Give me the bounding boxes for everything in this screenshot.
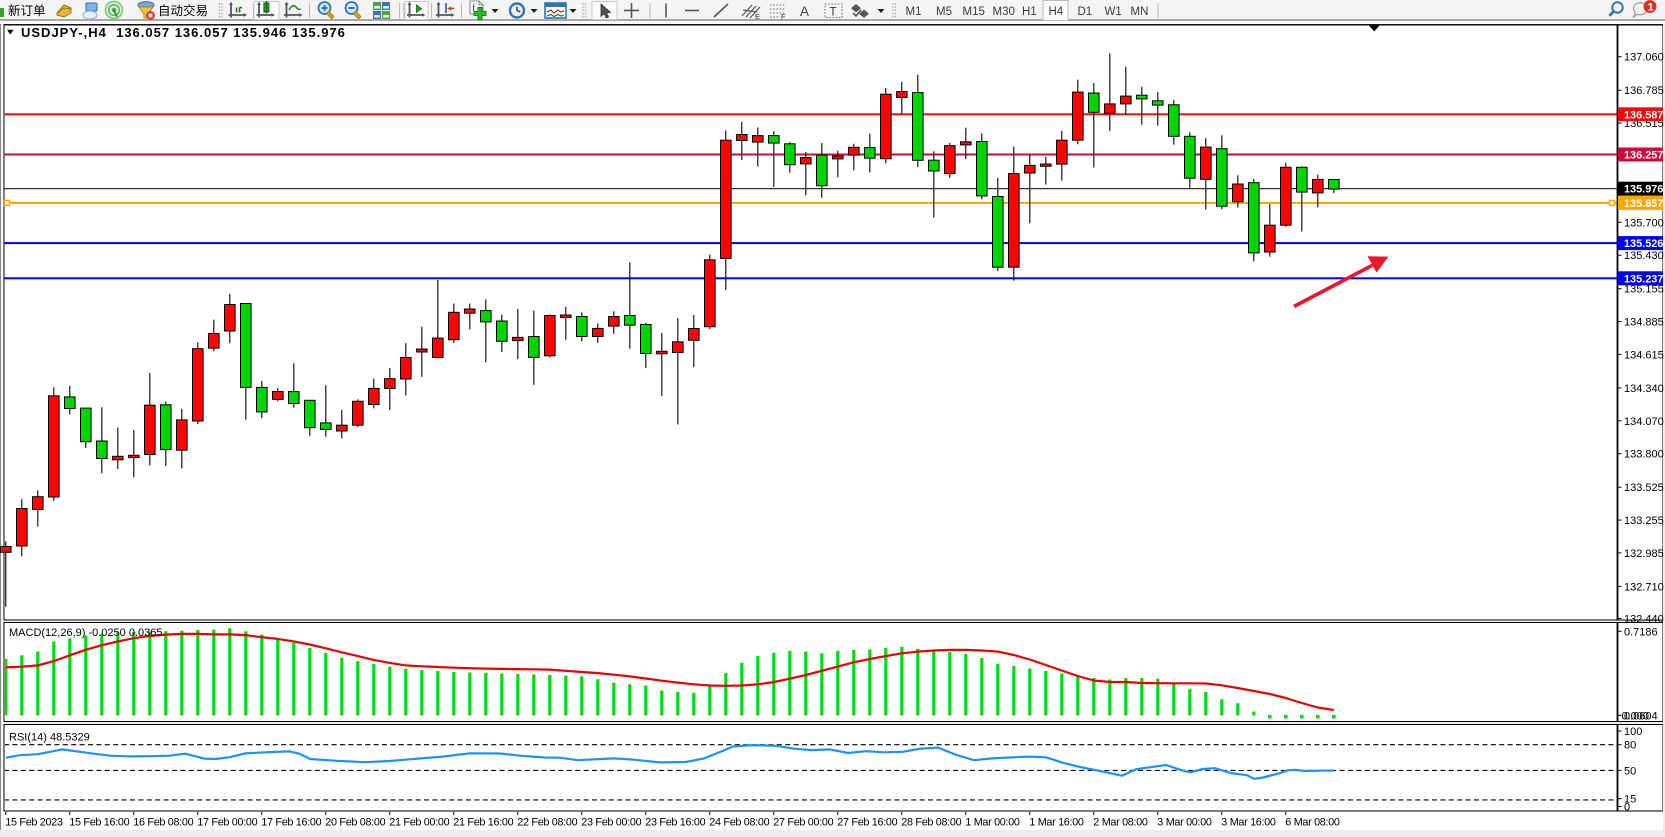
svg-text:134.885: 134.885 (1624, 317, 1664, 329)
svg-text:f: f (472, 3, 476, 14)
svg-text:21 Feb 00:00: 21 Feb 00:00 (389, 817, 449, 829)
svg-text:RSI(14) 48.5329: RSI(14) 48.5329 (9, 732, 90, 744)
svg-text:24 Feb 08:00: 24 Feb 08:00 (709, 817, 769, 829)
svg-text:135.237: 135.237 (1624, 273, 1663, 285)
svg-text:80: 80 (1624, 740, 1636, 752)
svg-text:0: 0 (1624, 802, 1630, 814)
svg-text:M5: M5 (936, 6, 952, 18)
svg-text:15 Feb 2023: 15 Feb 2023 (5, 817, 63, 829)
svg-text:MACD(12,26,9) -0.0250 0.0365: MACD(12,26,9) -0.0250 0.0365 (9, 627, 162, 639)
svg-text:132.985: 132.985 (1624, 548, 1664, 560)
svg-text:20 Feb 08:00: 20 Feb 08:00 (325, 817, 385, 829)
svg-text:23 Feb 00:00: 23 Feb 00:00 (581, 817, 641, 829)
svg-text:1 Mar 00:00: 1 Mar 00:00 (965, 817, 1020, 829)
svg-text:1 Mar 16:00: 1 Mar 16:00 (1029, 817, 1084, 829)
svg-text:MN: MN (1131, 6, 1149, 18)
svg-text:136.587: 136.587 (1624, 109, 1663, 121)
svg-text:27 Feb 16:00: 27 Feb 16:00 (837, 817, 897, 829)
svg-text:133.800: 133.800 (1624, 449, 1664, 461)
svg-text:133.525: 133.525 (1624, 482, 1664, 494)
svg-text:137.060: 137.060 (1624, 52, 1664, 64)
svg-text:50: 50 (1624, 765, 1636, 777)
svg-text:T: T (830, 6, 837, 18)
svg-text:100: 100 (1624, 726, 1642, 738)
svg-text:133.255: 133.255 (1624, 515, 1664, 527)
svg-text:D1: D1 (1078, 6, 1093, 18)
svg-text:135.430: 135.430 (1624, 250, 1664, 262)
svg-text:136.257: 136.257 (1624, 150, 1663, 162)
svg-text:135.155: 135.155 (1624, 284, 1664, 296)
svg-text:F: F (781, 12, 786, 21)
svg-text:17 Feb 00:00: 17 Feb 00:00 (197, 817, 257, 829)
svg-text:2 Mar 08:00: 2 Mar 08:00 (1093, 817, 1148, 829)
svg-text:132.710: 132.710 (1624, 581, 1664, 593)
svg-text:M30: M30 (993, 6, 1015, 18)
svg-text:136.785: 136.785 (1624, 85, 1664, 97)
svg-text:0.0604: 0.0604 (1624, 710, 1658, 722)
svg-text:17 Feb 16:00: 17 Feb 16:00 (261, 817, 321, 829)
svg-text:W1: W1 (1105, 6, 1122, 18)
svg-text:135.976: 135.976 (1624, 184, 1663, 196)
svg-text:3 Mar 16:00: 3 Mar 16:00 (1221, 817, 1276, 829)
svg-text:H4: H4 (1049, 6, 1064, 18)
svg-text:27 Feb 00:00: 27 Feb 00:00 (773, 817, 833, 829)
svg-text:3 Mar 00:00: 3 Mar 00:00 (1157, 817, 1212, 829)
svg-text:M15: M15 (963, 6, 985, 18)
svg-text:28 Feb 08:00: 28 Feb 08:00 (901, 817, 961, 829)
svg-text:新订单: 新订单 (8, 3, 46, 18)
svg-text:1: 1 (1648, 2, 1654, 14)
svg-text:H1: H1 (1022, 6, 1037, 18)
svg-text:E: E (755, 12, 760, 21)
svg-text:22 Feb 08:00: 22 Feb 08:00 (517, 817, 577, 829)
svg-text:15 Feb 16:00: 15 Feb 16:00 (69, 817, 129, 829)
svg-text:134.615: 134.615 (1624, 349, 1664, 361)
svg-text:USDJPY-,H4 136.057 136.057 13: USDJPY-,H4 136.057 136.057 135.946 135.9… (21, 25, 346, 40)
svg-text:132.440: 132.440 (1624, 614, 1664, 626)
svg-text:自动交易: 自动交易 (158, 3, 208, 18)
svg-text:23 Feb 16:00: 23 Feb 16:00 (645, 817, 705, 829)
svg-text:16 Feb 08:00: 16 Feb 08:00 (133, 817, 193, 829)
svg-text:A: A (800, 4, 809, 19)
svg-text:135.857: 135.857 (1624, 198, 1663, 210)
svg-text:0.000: 0.000 (1622, 710, 1650, 722)
svg-text:6 Mar 08:00: 6 Mar 08:00 (1285, 817, 1340, 829)
svg-text:M1: M1 (906, 6, 922, 18)
svg-text:135.700: 135.700 (1624, 217, 1664, 229)
svg-text:21 Feb 16:00: 21 Feb 16:00 (453, 817, 513, 829)
svg-text:0.7186: 0.7186 (1624, 626, 1658, 638)
svg-text:15: 15 (1624, 794, 1636, 806)
svg-text:135.526: 135.526 (1624, 238, 1663, 250)
svg-text:134.070: 134.070 (1624, 416, 1664, 428)
svg-text:134.340: 134.340 (1624, 383, 1664, 395)
